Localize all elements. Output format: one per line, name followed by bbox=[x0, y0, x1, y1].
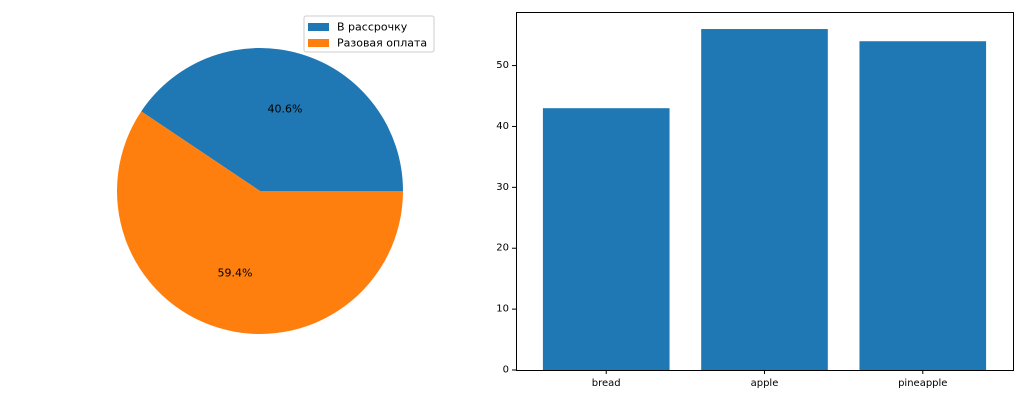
pie-percent-labels: 40.6% 59.4% bbox=[218, 102, 303, 279]
y-axis-ticks: 0 10 20 30 40 50 bbox=[496, 60, 516, 376]
y-tick-label-10: 10 bbox=[496, 304, 509, 315]
x-axis-ticks: bread apple pineapple bbox=[592, 370, 947, 389]
legend-box bbox=[303, 15, 435, 53]
bar-bread bbox=[542, 108, 670, 371]
bar-apple bbox=[701, 29, 828, 371]
y-tick-label-20: 20 bbox=[496, 243, 509, 254]
legend-swatch-1 bbox=[308, 23, 329, 31]
bar-pineapple bbox=[859, 41, 987, 371]
pie-slice-1 bbox=[141, 48, 403, 192]
legend-swatch-2 bbox=[308, 39, 329, 47]
y-tick-label-30: 30 bbox=[496, 182, 509, 193]
x-tick-label-apple: apple bbox=[751, 378, 779, 389]
y-tick-label-0: 0 bbox=[503, 365, 509, 376]
bar-chart: 0 10 20 30 40 50 bread apple pineapple bbox=[496, 12, 1014, 389]
pie-slice-2 bbox=[116, 111, 404, 335]
pie-percent-label-1: 40.6% bbox=[267, 102, 302, 115]
y-tick-label-50: 50 bbox=[496, 60, 509, 71]
x-tick-label-pineapple: pineapple bbox=[898, 378, 947, 389]
pie-percent-label-2: 59.4% bbox=[218, 267, 253, 280]
bars bbox=[542, 29, 987, 371]
legend-label-2: Разовая оплата bbox=[337, 37, 427, 50]
pie-legend: В рассрочку Разовая оплата bbox=[303, 15, 435, 53]
legend-label-1: В рассрочку bbox=[337, 21, 408, 34]
pie-slices bbox=[116, 48, 404, 335]
x-tick-label-bread: bread bbox=[592, 378, 621, 389]
y-tick-label-40: 40 bbox=[496, 121, 509, 132]
pie-chart: 40.6% 59.4% В рассрочку Разовая оплата bbox=[116, 15, 435, 335]
